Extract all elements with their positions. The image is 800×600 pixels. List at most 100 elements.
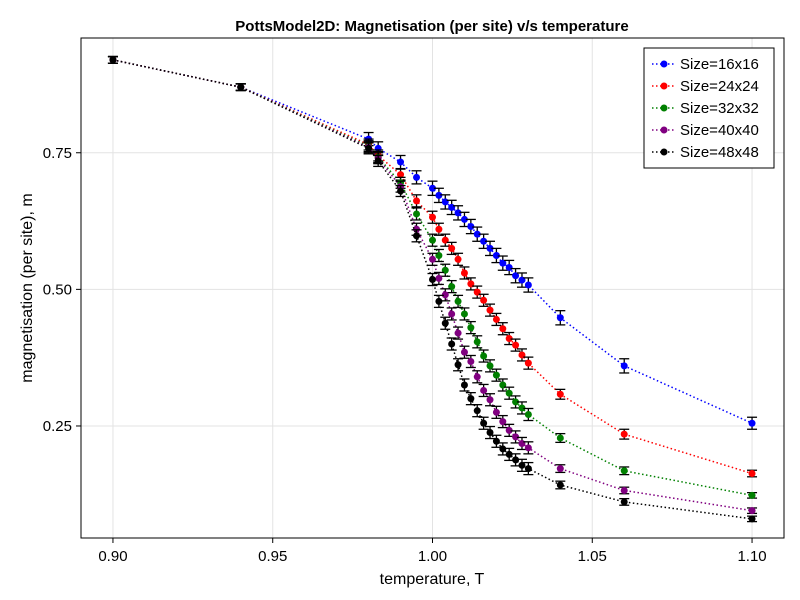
y-tick-label: 0.50: [43, 281, 72, 298]
data-point: [460, 348, 468, 356]
x-tick-label: 1.00: [418, 548, 447, 565]
data-point: [512, 433, 520, 441]
data-point: [505, 264, 513, 272]
data-point: [429, 276, 436, 284]
data-point: [748, 419, 756, 427]
data-point: [524, 359, 532, 367]
data-point: [454, 329, 462, 337]
data-point: [109, 56, 117, 64]
data-point: [748, 470, 756, 478]
data-point: [556, 434, 564, 442]
data-point: [499, 418, 507, 426]
data-point: [467, 395, 475, 403]
data-point: [620, 498, 628, 506]
legend-label: Size=16x16: [680, 56, 759, 73]
data-point: [473, 230, 481, 238]
data-point: [556, 481, 564, 489]
data-point: [413, 210, 421, 218]
x-tick-label: 1.10: [737, 548, 766, 565]
data-point: [748, 491, 756, 499]
data-point: [460, 215, 468, 223]
legend-label: Size=24x24: [680, 78, 759, 95]
data-point: [435, 191, 443, 199]
data-point: [512, 398, 520, 406]
data-point: [518, 461, 526, 469]
data-point: [460, 381, 468, 389]
data-point: [556, 390, 564, 398]
data-point: [499, 445, 507, 453]
data-point: [429, 255, 436, 263]
data-point: [512, 456, 520, 464]
data-point: [556, 314, 564, 322]
data-point: [748, 515, 756, 523]
data-point: [499, 325, 507, 333]
legend-swatch-marker: [660, 126, 668, 134]
data-point: [620, 467, 628, 475]
legend-label: Size=40x40: [680, 122, 759, 139]
data-point: [480, 237, 488, 245]
y-axis-ticks: 0.25 0.50 0.75: [43, 145, 81, 435]
data-point: [374, 157, 382, 165]
data-point: [480, 386, 488, 394]
data-point: [505, 389, 513, 397]
data-point: [748, 507, 756, 515]
data-point: [435, 297, 443, 305]
data-point: [492, 251, 500, 259]
data-point: [486, 362, 494, 370]
x-tick-label: 0.95: [258, 548, 287, 565]
data-point: [492, 371, 500, 379]
data-point: [512, 341, 520, 349]
data-point: [454, 255, 462, 263]
series-size-48x48: [107, 55, 758, 523]
data-point: [448, 203, 456, 211]
legend: Size=16x16 Size=24x24 Size=32x32 Size=40x40…: [643, 47, 775, 169]
data-point: [413, 232, 421, 240]
data-point: [397, 158, 405, 166]
legend-swatch-marker: [660, 148, 668, 156]
data-point: [480, 352, 488, 360]
data-point: [486, 429, 494, 437]
legend-swatch-marker: [660, 104, 668, 112]
data-point: [365, 144, 373, 152]
data-point: [505, 335, 513, 343]
data-point: [448, 340, 456, 348]
data-point: [505, 426, 513, 434]
data-point: [473, 373, 481, 381]
data-point: [441, 291, 449, 299]
data-point: [413, 173, 421, 181]
data-point: [518, 404, 526, 412]
data-point: [429, 184, 436, 192]
data-point: [454, 297, 462, 305]
data-point: [512, 272, 520, 280]
x-axis-ticks: 0.90 0.95 1.00 1.05 1.10: [98, 538, 767, 565]
data-point: [467, 357, 475, 365]
y-tick-label: 0.75: [43, 145, 72, 162]
data-point: [467, 324, 475, 332]
data-point: [556, 465, 564, 473]
data-point: [480, 419, 488, 427]
data-point: [460, 269, 468, 277]
data-point: [492, 315, 500, 323]
data-point: [460, 310, 468, 318]
legend-swatch-marker: [660, 82, 668, 90]
data-point: [524, 411, 532, 419]
data-point: [620, 486, 628, 494]
data-point: [448, 244, 456, 252]
data-point: [473, 407, 481, 415]
data-point: [524, 444, 532, 452]
data-point: [524, 281, 532, 289]
data-point: [492, 437, 500, 445]
data-point: [486, 396, 494, 404]
data-point: [499, 259, 507, 267]
data-point: [473, 338, 481, 346]
grid-layer: [81, 38, 784, 538]
data-point: [397, 171, 405, 179]
data-point: [486, 244, 494, 252]
data-point: [505, 450, 513, 458]
data-point: [467, 223, 475, 231]
legend-label: Size=32x32: [680, 100, 759, 117]
data-point: [620, 362, 628, 370]
data-point: [486, 306, 494, 314]
y-tick-label: 0.25: [43, 418, 72, 435]
